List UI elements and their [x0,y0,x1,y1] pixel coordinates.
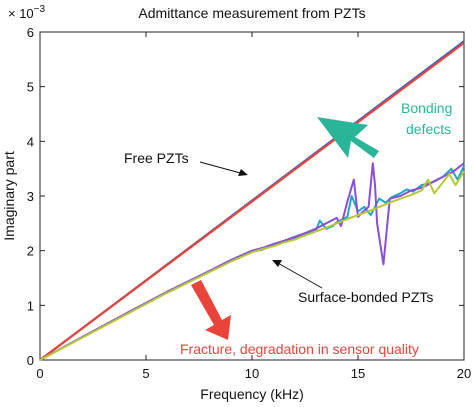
series-layer [39,40,465,361]
y-multiplier: × 10−3 [8,4,46,21]
annotation-free-pzts: Free PZTs [124,150,248,176]
x-tick-label: 0 [36,366,43,381]
bonding-defects-line2: defects [406,121,451,137]
series-free-pzt-red [39,42,465,361]
annotation-bonding-defects: Bonding defects [317,100,452,158]
y-axis-ticks: 0 1 2 3 4 5 6 [27,25,464,368]
y-multiplier-exp: −3 [34,4,46,15]
series-bonded-purple [39,162,465,361]
y-tick-label: 4 [27,134,34,149]
annotation-surface-bonded: Surface-bonded PZTs [272,260,433,305]
fracture-arrow [191,280,231,340]
x-axis-label: Frequency (kHz) [200,386,303,402]
y-tick-label: 3 [27,189,34,204]
x-tick-label: 20 [457,366,471,381]
free-pzts-label: Free PZTs [124,150,189,166]
surface-bonded-arrow-line [275,261,323,289]
surface-bonded-arrow-head [272,260,282,267]
y-axis-label: Imaginary part [1,151,17,241]
x-tick-label: 5 [142,366,149,381]
surface-bonded-label: Surface-bonded PZTs [298,289,433,305]
x-tick-label: 15 [351,366,365,381]
bonding-defects-line1: Bonding [401,100,452,116]
series-bonded-yellow [39,170,465,361]
y-tick-label: 5 [27,80,34,95]
y-tick-label: 2 [27,244,34,259]
fracture-label: Fracture, degradation in sensor quality [180,341,419,357]
x-axis-ticks: 0 5 10 15 20 [36,32,471,381]
free-pzts-arrow-head [238,169,248,176]
chart-title: Admittance measurement from PZTs [138,5,365,21]
y-tick-label: 1 [27,298,34,313]
y-multiplier-base: × 10 [8,6,34,21]
annotation-fracture: Fracture, degradation in sensor quality [180,280,419,357]
x-tick-label: 10 [245,366,259,381]
y-tick-label: 0 [27,353,34,368]
free-pzts-arrow-line [199,161,245,175]
bonding-defects-arrow [317,117,379,158]
y-tick-label: 6 [27,25,34,40]
